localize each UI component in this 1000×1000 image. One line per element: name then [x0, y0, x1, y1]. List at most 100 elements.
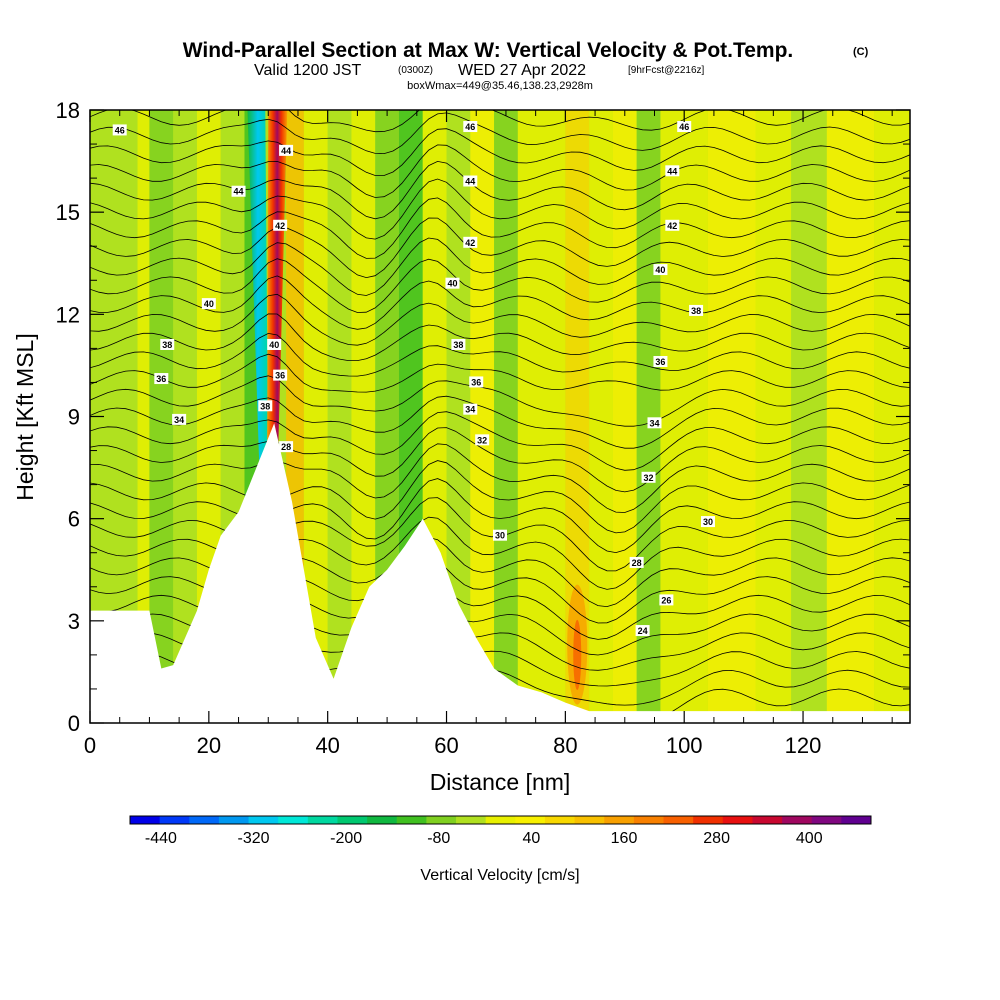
- contour-label: 42: [667, 221, 677, 231]
- colorbar-swatch: [159, 816, 190, 824]
- isentrope-line: [90, 144, 910, 198]
- contour-label: 44: [234, 187, 244, 197]
- colorbar-swatch: [663, 816, 694, 824]
- contour-label-bg: [112, 124, 127, 136]
- y-tick-label: 3: [68, 609, 80, 634]
- colorbar-tick-label: -320: [237, 830, 269, 847]
- contour-label-bg: [469, 376, 484, 388]
- contour-label: 26: [661, 595, 671, 605]
- colorbar-swatch: [307, 816, 338, 824]
- contour-label-bg: [475, 434, 490, 446]
- colorbar-swatch: [515, 816, 546, 824]
- colorbar-swatch: [130, 816, 161, 824]
- contour-label-bg: [463, 403, 478, 415]
- contour-label-bg: [659, 594, 674, 606]
- colorbar: -440 -320 -200 -80 40 160 280 400: [129, 815, 872, 847]
- colorbar-swatch: [693, 816, 724, 824]
- contour-label: 36: [471, 377, 481, 387]
- colorbar-swatch: [485, 816, 516, 824]
- x-tick-label: 0: [84, 733, 96, 758]
- velocity-band: [565, 110, 590, 723]
- isentrope-line: [90, 160, 910, 220]
- colorbar-swatch: [337, 816, 368, 824]
- y-axis-label: Height [Kft MSL]: [12, 333, 38, 500]
- contour-label-bg: [641, 471, 656, 483]
- contour-label: 32: [477, 435, 487, 445]
- x-axis-label: Distance [nm]: [430, 769, 571, 795]
- x-tick-label: 120: [785, 733, 822, 758]
- colorbar-label: Vertical Velocity [cm/s]: [420, 867, 579, 884]
- contour-label-bg: [493, 529, 507, 541]
- colorbar-tick-label: 400: [796, 830, 823, 847]
- contour-label: 28: [281, 442, 291, 452]
- isentrope-line: [90, 411, 910, 471]
- contour-label: 40: [447, 279, 457, 289]
- contour-label-bg: [463, 121, 478, 133]
- colorbar-tick-label: 280: [703, 830, 730, 847]
- contour-labels: 46 46 46 44 44 44 44 42 42 42 40 40 40 40 38 38 38 38 36 36…: [112, 121, 715, 637]
- chart-title-tag: (C): [853, 46, 869, 58]
- velocity-band: [303, 110, 328, 723]
- isentrope-line: [90, 197, 910, 259]
- y-tick-label: 18: [56, 98, 80, 123]
- subtitle-valid: Valid 1200 JST: [254, 62, 362, 79]
- subtitle-date: WED 27 Apr 2022: [458, 62, 586, 79]
- velocity-band: [707, 110, 756, 723]
- colorbar-swatch: [278, 816, 309, 824]
- isentrope-line: [90, 443, 910, 513]
- contour-label-bg: [629, 556, 644, 568]
- velocity-band: [826, 110, 875, 723]
- x-tick-label: 60: [434, 733, 458, 758]
- contour-label-bg: [445, 277, 460, 289]
- contour-label: 46: [679, 122, 689, 132]
- contour-label: 30: [495, 531, 505, 541]
- contour-label: 24: [638, 626, 648, 636]
- contour-label-bg: [653, 356, 668, 368]
- updraft-plume: [267, 110, 288, 468]
- updraft-core-lee: [573, 619, 582, 690]
- contour-label: 46: [115, 125, 125, 135]
- colorbar-swatch: [426, 816, 457, 824]
- contour-label: 40: [655, 265, 665, 275]
- contour-label-bg: [160, 338, 175, 350]
- isentrope-line: [90, 128, 910, 176]
- colorbar-tick-label: 160: [611, 830, 638, 847]
- contour-label-bg: [451, 338, 466, 350]
- colorbar-swatch: [218, 816, 250, 824]
- velocity-band: [612, 110, 637, 723]
- isentrope-line: [90, 237, 910, 296]
- x-tick-label: 20: [197, 733, 221, 758]
- y-tick-label: 9: [68, 405, 80, 430]
- colorbar-swatch: [752, 816, 783, 824]
- colorbar-swatch: [782, 816, 813, 824]
- contour-label: 44: [281, 146, 291, 156]
- colorbar-swatch: [722, 816, 753, 824]
- colorbar-swatch: [248, 816, 279, 824]
- contour-label: 38: [260, 401, 270, 411]
- velocity-band: [517, 110, 566, 723]
- velocity-band: [446, 110, 471, 723]
- velocity-band: [149, 110, 174, 723]
- contour-label-bg: [273, 219, 288, 231]
- contour-label: 42: [275, 221, 285, 231]
- chart-title: Wind-Parallel Section at Max W: Vertical…: [183, 39, 794, 62]
- y-tick-label: 12: [56, 302, 80, 327]
- y-tick-label: 6: [68, 507, 80, 532]
- contour-label: 30: [703, 517, 713, 527]
- isentrope-line: [90, 178, 910, 240]
- plot-area: 46 46 46 44 44 44 44 42 42 42 40 40 40 40 38 38 38 38 36 36…: [90, 110, 910, 723]
- contour-label-bg: [231, 185, 246, 197]
- isentrope-line: [90, 112, 910, 155]
- isentrope-line: [90, 258, 910, 313]
- contour-label-bg: [463, 175, 478, 187]
- isentrope-line: [90, 313, 910, 361]
- contour-label-bg: [665, 219, 680, 231]
- velocity-band: [327, 110, 352, 723]
- contour-label: 32: [644, 473, 654, 483]
- isentrope-line: [90, 478, 910, 554]
- contour-label-bg: [172, 413, 187, 425]
- contour-label-bg: [677, 121, 692, 133]
- velocity-band: [755, 110, 792, 723]
- contour-label: 36: [275, 371, 285, 381]
